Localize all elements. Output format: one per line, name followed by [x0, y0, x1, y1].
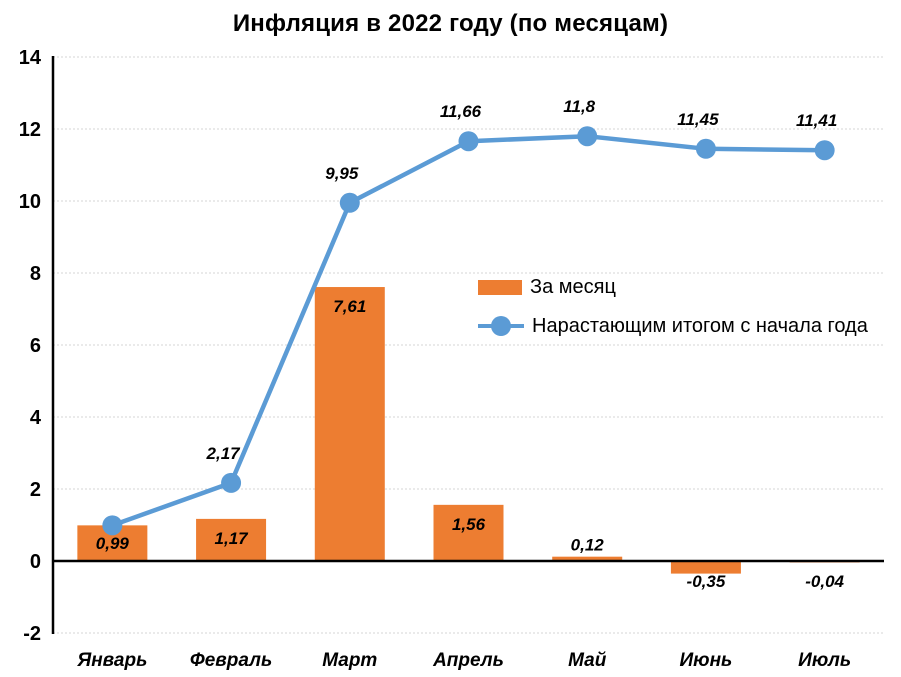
y-tick-label: 2	[30, 479, 41, 501]
line-data-label: 11,66	[440, 102, 482, 121]
line-series-swatch	[478, 316, 524, 336]
x-axis-label: Февраль	[190, 650, 272, 671]
y-tick-label: 6	[30, 335, 41, 357]
y-tick-label: 8	[30, 263, 41, 285]
x-axis-label: Май	[568, 650, 607, 671]
line-data-label: 11,8	[563, 97, 595, 116]
line-marker	[102, 515, 123, 536]
x-axis-label: Июнь	[679, 650, 732, 671]
line-data-label: 2,17	[206, 444, 242, 463]
chart-title: Инфляция в 2022 году (по месяцам)	[232, 10, 669, 37]
line-swatch-marker-icon	[491, 316, 511, 336]
line-data-label: 9,95	[325, 164, 359, 183]
bar-data-label: -0,35	[687, 572, 726, 591]
line-marker	[577, 126, 598, 147]
line-data-label: 11,45	[677, 110, 719, 129]
y-tick-label: 12	[19, 119, 41, 141]
y-tick-label: 0	[30, 551, 41, 573]
bar-month-6	[670, 561, 741, 574]
bar-data-label: 1,56	[452, 515, 486, 534]
legend-item-monthly: За месяц	[478, 276, 868, 298]
legend-label-monthly: За месяц	[530, 275, 616, 298]
bar-month-3	[314, 287, 385, 561]
line-marker	[695, 138, 716, 159]
bar-data-label: 7,61	[333, 297, 366, 316]
bar-month-5	[552, 556, 623, 561]
bar-data-label: 1,17	[215, 529, 250, 548]
line-marker	[814, 140, 835, 161]
bar-data-label: 0,12	[571, 536, 605, 555]
legend-label-cumulative: Нарастающим итогом с начала года	[532, 314, 868, 337]
x-axis-label: Апрель	[432, 650, 504, 671]
line-marker	[339, 192, 360, 213]
line-marker	[221, 472, 242, 493]
x-axis-label: Январь	[76, 650, 147, 671]
legend-item-cumulative: Нарастающим итогом с начала года	[478, 315, 868, 337]
y-tick-label: 4	[30, 407, 42, 429]
x-axis-label: Июль	[798, 650, 851, 671]
x-axis-label: Март	[322, 650, 377, 671]
bar-month-2	[196, 518, 267, 561]
bar-data-label: -0,04	[805, 572, 844, 591]
y-tick-label: 10	[19, 191, 41, 213]
bar-data-label: 0,99	[96, 534, 130, 553]
bar-month-4	[433, 504, 504, 561]
y-tick-label: -2	[23, 623, 41, 645]
legend: За месяц Нарастающим итогом с начала год…	[478, 276, 868, 354]
bar-series-swatch	[478, 279, 522, 295]
y-tick-label: 14	[19, 47, 42, 69]
line-data-label: 11,41	[796, 111, 837, 130]
line-marker	[458, 131, 479, 152]
